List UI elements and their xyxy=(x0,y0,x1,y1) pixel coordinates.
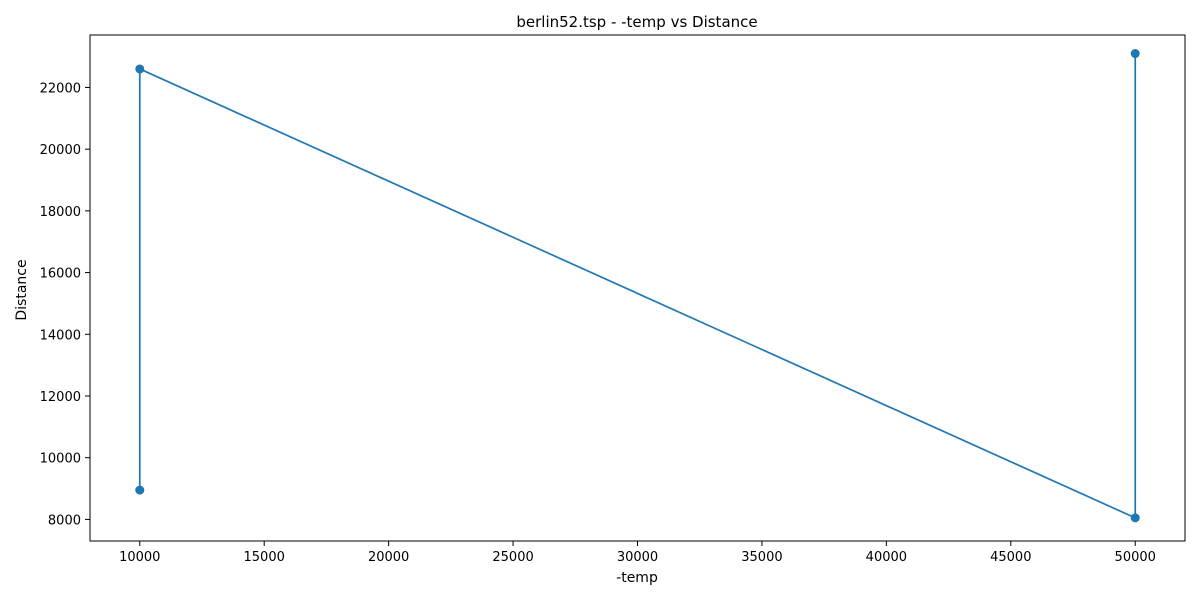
x-tick-label: 25000 xyxy=(492,550,533,565)
y-tick-label: 18000 xyxy=(40,205,81,220)
y-tick-label: 20000 xyxy=(40,143,81,158)
plot-frame xyxy=(89,34,1186,542)
plot-area xyxy=(135,49,1140,523)
x-axis-label: -temp xyxy=(616,570,658,586)
x-tick-label: 10000 xyxy=(119,550,160,565)
x-tick-label: 15000 xyxy=(244,550,285,565)
data-point xyxy=(1130,513,1140,523)
data-point xyxy=(135,64,145,74)
y-axis-label: Distance xyxy=(14,259,30,320)
y-tick-label: 12000 xyxy=(40,390,81,405)
x-tick-label: 40000 xyxy=(866,550,907,565)
x-tick-label: 45000 xyxy=(990,550,1031,565)
y-tick-label: 16000 xyxy=(40,267,81,282)
x-tick-label: 20000 xyxy=(368,550,409,565)
x-tick-label: 50000 xyxy=(1115,550,1156,565)
data-point xyxy=(135,485,145,495)
y-tick-label: 22000 xyxy=(40,81,81,96)
y-tick-label: 14000 xyxy=(40,328,81,343)
series-line-0 xyxy=(138,53,1137,519)
x-tick-label: 30000 xyxy=(617,550,658,565)
y-tick-label: 10000 xyxy=(40,452,81,467)
chart-title: berlin52.tsp - -temp vs Distance xyxy=(516,13,757,31)
data-point xyxy=(1130,49,1140,59)
y-tick-label: 8000 xyxy=(48,513,81,528)
axes: 10000 15000 20000 25000 30000 35000 40000 45000… xyxy=(40,34,1186,565)
x-tick-label: 35000 xyxy=(741,550,782,565)
